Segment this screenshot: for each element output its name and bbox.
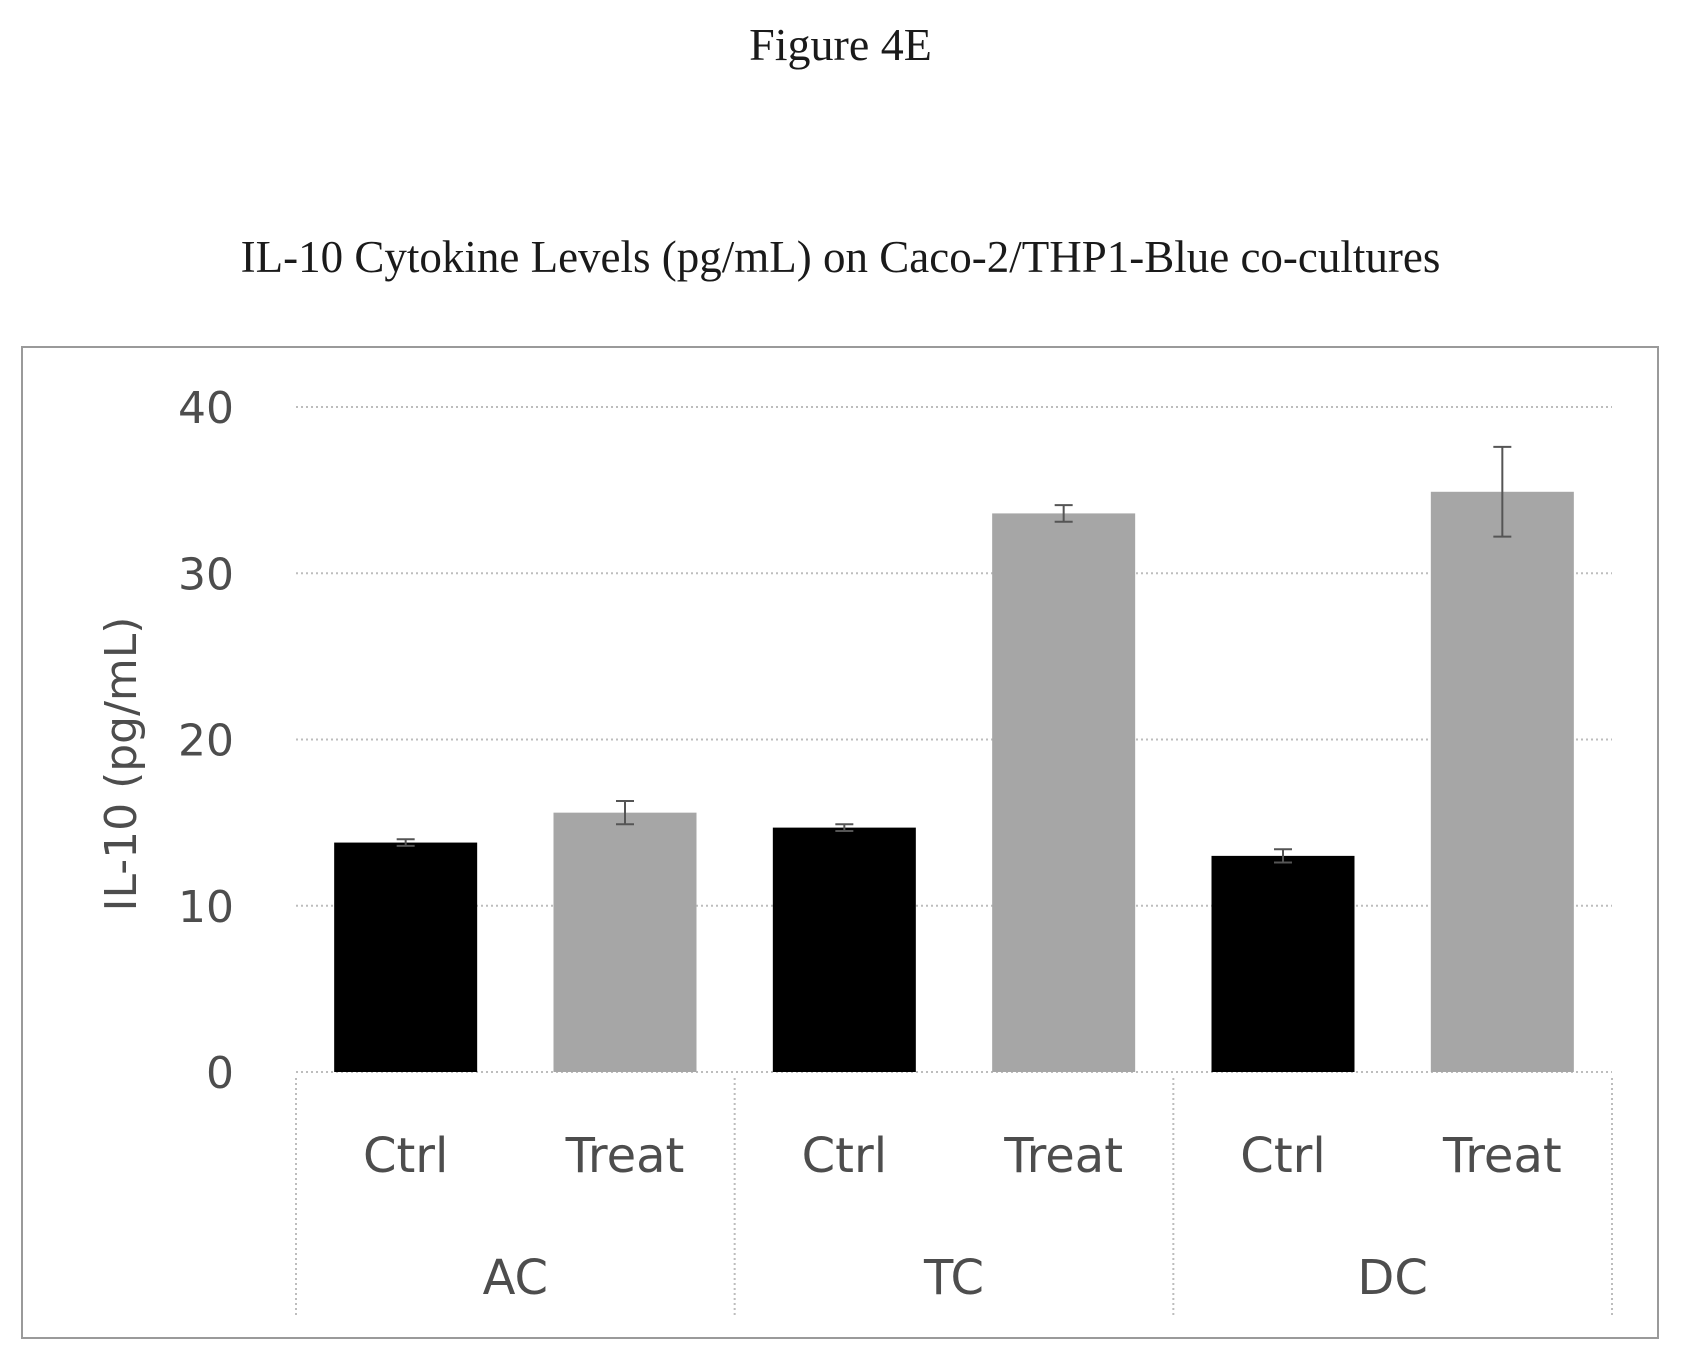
error-bars [396,445,1512,864]
group-label: DC [1357,1250,1427,1306]
y-tick-label: 40 [178,383,234,434]
bar-dc-treat [1430,491,1574,1073]
y-axis-ticks: 0 10 20 30 40 [178,383,234,1099]
chart-title: IL-10 Cytokine Levels (pg/mL) on Caco-2/… [240,232,1441,282]
y-tick-label: 30 [178,549,234,600]
y-tick-label: 20 [178,716,234,767]
chart-frame [21,346,1659,1339]
bar-ac-treat [553,812,697,1072]
group-label: TC [923,1250,984,1306]
x-tick-label: Treat [1003,1128,1123,1184]
bar-tc-treat [992,513,1136,1072]
bar-ac-ctrl [334,842,478,1072]
group-label: AC [483,1250,549,1306]
error-bar [1054,504,1073,523]
x-axis-categories: Ctrl Treat AC Ctrl Treat TC Ctrl Treat DC [295,1078,1613,1318]
bar-dc-ctrl [1211,855,1355,1072]
error-bar [1274,848,1292,864]
x-tick-label: Ctrl [363,1128,448,1184]
x-tick-label: Treat [1442,1128,1562,1184]
x-tick-label: Ctrl [802,1128,887,1184]
figure-label: Figure 4E [749,19,932,70]
error-bar [396,838,415,847]
y-tick-label: 10 [178,882,234,933]
bar-tc-ctrl [772,827,916,1072]
error-bar [835,823,854,832]
bars [334,491,1574,1073]
x-tick-label: Treat [565,1128,685,1184]
x-tick-label: Ctrl [1240,1128,1325,1184]
gridlines [296,406,1612,1073]
y-tick-label: 0 [206,1048,234,1099]
error-bar [616,800,634,826]
y-axis-label: IL-10 (pg/mL) [96,617,147,912]
error-bar [1493,445,1512,538]
